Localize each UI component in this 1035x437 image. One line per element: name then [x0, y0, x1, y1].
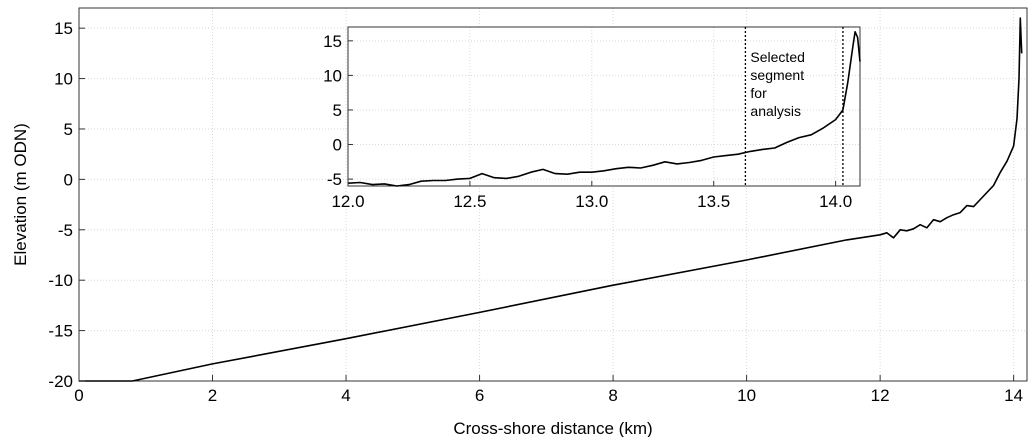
- inset-x-axis: 12.0 12.5 13.0 13.5 14.0: [331, 181, 852, 211]
- inset-x-tick-label: 12.5: [453, 192, 486, 211]
- main-x-axis: 0 2 4 6 8 10 12 14: [74, 375, 1023, 405]
- main-y-axis: -20 -15 -10 -5 0 5 10 15: [48, 19, 85, 391]
- annotation-line: Selected: [750, 49, 804, 65]
- inset-y-tick-label: 15: [323, 32, 342, 51]
- inset-y-tick-label: -5: [327, 170, 342, 189]
- inset-x-tick-label: 13.5: [697, 192, 730, 211]
- inset-y-tick-label: 10: [323, 66, 342, 85]
- annotation-line: segment: [750, 67, 804, 83]
- selected-segment-annotation: Selected segment for analysis: [750, 49, 804, 119]
- main-y-tick-label: 10: [54, 70, 73, 89]
- inset-y-tick-label: 5: [333, 101, 342, 120]
- main-y-tick-label: -15: [48, 322, 73, 341]
- main-y-tick-label: 0: [64, 170, 73, 189]
- main-x-tick-label: 6: [475, 386, 484, 405]
- inset-chart: 12.0 12.5 13.0 13.5 14.0 -5 0 5 10 15 Selected se…: [323, 26, 861, 211]
- main-frame: [78, 7, 1028, 382]
- main-x-tick-label: 12: [871, 386, 890, 405]
- inset-y-axis: -5 0 5 10 15: [323, 32, 353, 189]
- main-y-tick-label: -5: [58, 221, 73, 240]
- annotation-line: for: [750, 85, 767, 101]
- selected-segment-markers: [744, 27, 844, 186]
- main-y-tick-label: -10: [48, 271, 73, 290]
- main-x-tick-label: 0: [74, 386, 83, 405]
- main-x-tick-label: 2: [208, 386, 217, 405]
- main-x-tick-label: 4: [341, 386, 350, 405]
- inset-x-tick-label: 14.0: [819, 192, 852, 211]
- inset-plot-frame: [347, 26, 861, 187]
- inset-background: [348, 27, 860, 186]
- main-x-tick-label: 14: [1004, 386, 1023, 405]
- y-axis-label: Elevation (m ODN): [11, 123, 30, 266]
- main-y-tick-label: 5: [64, 120, 73, 139]
- main-x-tick-label: 10: [737, 386, 756, 405]
- inset-series-line: [347, 31, 861, 187]
- main-series-line: [79, 17, 1023, 382]
- inset-y-tick-label: 0: [333, 136, 342, 155]
- main-x-tick-label: 8: [608, 386, 617, 405]
- main-plot-frame: [78, 7, 1028, 382]
- main-elevation-series: [79, 17, 1023, 382]
- inset-x-tick-label: 12.0: [331, 192, 364, 211]
- inset-elevation-series: [347, 31, 861, 187]
- x-axis-label: Cross-shore distance (km): [453, 419, 652, 437]
- annotation-line: analysis: [750, 103, 801, 119]
- main-y-tick-label: 15: [54, 19, 73, 38]
- main-y-tick-label: -20: [48, 372, 73, 391]
- inset-x-tick-label: 13.0: [575, 192, 608, 211]
- inset-frame: [347, 26, 861, 187]
